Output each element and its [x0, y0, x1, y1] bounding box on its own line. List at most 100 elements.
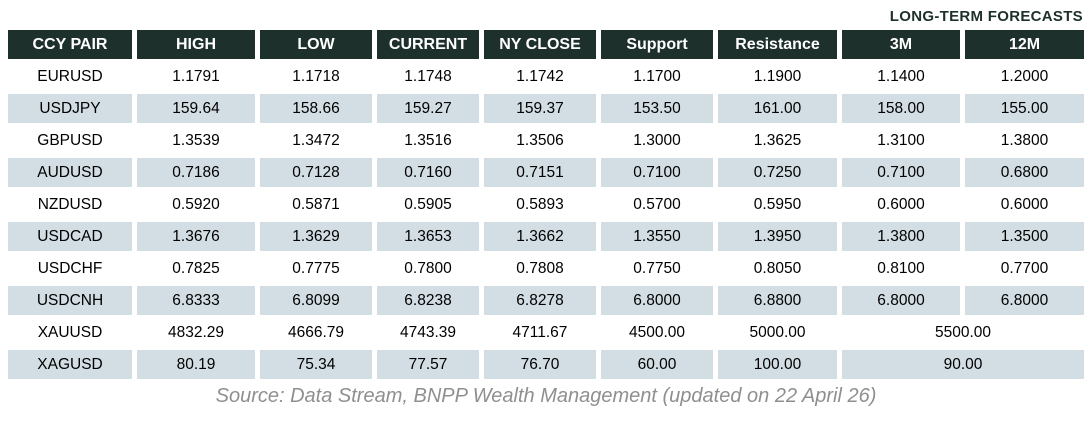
cell-high: 0.7825 — [137, 254, 255, 283]
cell-ny-close: 1.3662 — [484, 222, 596, 251]
cell-pair: GBPUSD — [8, 126, 132, 155]
cell-current: 1.3653 — [377, 222, 479, 251]
cell-3m: 6.8000 — [842, 286, 960, 315]
cell-3m: 0.6000 — [842, 190, 960, 219]
cell-high: 4832.29 — [137, 318, 255, 347]
table-row-xauusd: XAUUSD 4832.29 4666.79 4743.39 4711.67 4500.0… — [8, 318, 1084, 347]
cell-current: 159.27 — [377, 94, 479, 123]
cell-12m: 1.3800 — [965, 126, 1084, 155]
cell-resistance: 100.00 — [718, 350, 837, 379]
column-header-high: HIGH — [137, 30, 255, 59]
fx-forecast-table: CCY PAIR HIGH LOW CURRENT NY CLOSE Suppo… — [3, 27, 1089, 382]
cell-pair: XAUUSD — [8, 318, 132, 347]
cell-3m: 1.1400 — [842, 62, 960, 91]
cell-3m: 1.3100 — [842, 126, 960, 155]
cell-support: 1.3000 — [601, 126, 713, 155]
cell-low: 158.66 — [260, 94, 372, 123]
cell-pair: USDCAD — [8, 222, 132, 251]
cell-high: 1.1791 — [137, 62, 255, 91]
cell-high: 6.8333 — [137, 286, 255, 315]
cell-current: 0.7160 — [377, 158, 479, 187]
cell-ny-close: 1.1742 — [484, 62, 596, 91]
cell-current: 0.7800 — [377, 254, 479, 283]
column-header-current: CURRENT — [377, 30, 479, 59]
cell-pair: AUDUSD — [8, 158, 132, 187]
cell-support: 1.1700 — [601, 62, 713, 91]
cell-ny-close: 0.7151 — [484, 158, 596, 187]
table-row-gbpusd: GBPUSD 1.3539 1.3472 1.3516 1.3506 1.3000 1.36… — [8, 126, 1084, 155]
table-row-nzdusd: NZDUSD 0.5920 0.5871 0.5905 0.5893 0.5700 0.59… — [8, 190, 1084, 219]
column-header-resistance: Resistance — [718, 30, 837, 59]
table-row-usdcad: USDCAD 1.3676 1.3629 1.3653 1.3662 1.3550 1.39… — [8, 222, 1084, 251]
cell-12m: 0.7700 — [965, 254, 1084, 283]
column-header-ny-close: NY CLOSE — [484, 30, 596, 59]
header-row: CCY PAIR HIGH LOW CURRENT NY CLOSE Suppo… — [8, 30, 1084, 59]
cell-pair: NZDUSD — [8, 190, 132, 219]
table-row-usdcnh: USDCNH 6.8333 6.8099 6.8238 6.8278 6.8000 6.88… — [8, 286, 1084, 315]
cell-support: 6.8000 — [601, 286, 713, 315]
table-row-audusd: AUDUSD 0.7186 0.7128 0.7160 0.7151 0.7100 0.72… — [8, 158, 1084, 187]
cell-resistance: 161.00 — [718, 94, 837, 123]
cell-12m: 1.2000 — [965, 62, 1084, 91]
cell-resistance: 1.1900 — [718, 62, 837, 91]
cell-high: 80.19 — [137, 350, 255, 379]
cell-low: 0.7775 — [260, 254, 372, 283]
cell-current: 0.5905 — [377, 190, 479, 219]
cell-current: 77.57 — [377, 350, 479, 379]
cell-low: 0.5871 — [260, 190, 372, 219]
table-row-eurusd: EURUSD 1.1791 1.1718 1.1748 1.1742 1.1700 1.19… — [8, 62, 1084, 91]
cell-pair: USDJPY — [8, 94, 132, 123]
cell-support: 60.00 — [601, 350, 713, 379]
cell-low: 1.1718 — [260, 62, 372, 91]
cell-pair: EURUSD — [8, 62, 132, 91]
cell-resistance: 5000.00 — [718, 318, 837, 347]
cell-pair: USDCHF — [8, 254, 132, 283]
cell-ny-close: 6.8278 — [484, 286, 596, 315]
cell-merged-3m-12m: 5500.00 — [842, 318, 1084, 347]
cell-ny-close: 0.7808 — [484, 254, 596, 283]
cell-resistance: 0.5950 — [718, 190, 837, 219]
cell-resistance: 0.7250 — [718, 158, 837, 187]
cell-support: 1.3550 — [601, 222, 713, 251]
column-header-ccy-pair: CCY PAIR — [8, 30, 132, 59]
cell-12m: 0.6000 — [965, 190, 1084, 219]
cell-current: 6.8238 — [377, 286, 479, 315]
cell-support: 153.50 — [601, 94, 713, 123]
cell-high: 0.5920 — [137, 190, 255, 219]
source-note: Source: Data Stream, BNPP Wealth Managem… — [215, 385, 877, 407]
column-header-support: Support — [601, 30, 713, 59]
cell-low: 6.8099 — [260, 286, 372, 315]
cell-3m: 0.7100 — [842, 158, 960, 187]
table-body: EURUSD 1.1791 1.1718 1.1748 1.1742 1.1700 1.19… — [8, 62, 1084, 379]
cell-support: 0.7100 — [601, 158, 713, 187]
long-term-forecasts-title: LONG-TERM FORECASTS — [889, 8, 1083, 25]
cell-current: 1.1748 — [377, 62, 479, 91]
cell-current: 4743.39 — [377, 318, 479, 347]
cell-merged-3m-12m: 90.00 — [842, 350, 1084, 379]
cell-high: 1.3676 — [137, 222, 255, 251]
cell-resistance: 1.3625 — [718, 126, 837, 155]
cell-3m: 1.3800 — [842, 222, 960, 251]
cell-3m: 0.8100 — [842, 254, 960, 283]
cell-12m: 6.8000 — [965, 286, 1084, 315]
cell-ny-close: 159.37 — [484, 94, 596, 123]
table-row-usdjpy: USDJPY 159.64 158.66 159.27 159.37 153.50 161.… — [8, 94, 1084, 123]
cell-high: 1.3539 — [137, 126, 255, 155]
cell-low: 4666.79 — [260, 318, 372, 347]
cell-support: 0.5700 — [601, 190, 713, 219]
table-row-xagusd: XAGUSD 80.19 75.34 77.57 76.70 60.00 100.00 90.… — [8, 350, 1084, 379]
cell-low: 1.3629 — [260, 222, 372, 251]
cell-ny-close: 0.5893 — [484, 190, 596, 219]
cell-resistance: 6.8800 — [718, 286, 837, 315]
cell-resistance: 1.3950 — [718, 222, 837, 251]
cell-low: 0.7128 — [260, 158, 372, 187]
cell-low: 1.3472 — [260, 126, 372, 155]
cell-3m: 158.00 — [842, 94, 960, 123]
cell-pair: USDCNH — [8, 286, 132, 315]
cell-support: 0.7750 — [601, 254, 713, 283]
column-header-low: LOW — [260, 30, 372, 59]
cell-12m: 0.6800 — [965, 158, 1084, 187]
cell-pair: XAGUSD — [8, 350, 132, 379]
cell-ny-close: 76.70 — [484, 350, 596, 379]
